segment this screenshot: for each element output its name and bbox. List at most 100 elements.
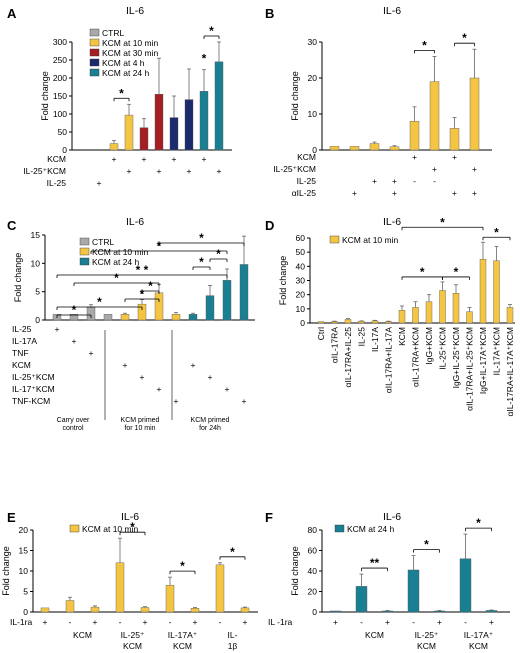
bar bbox=[493, 260, 500, 324]
row-label: IL-17A bbox=[12, 336, 37, 346]
row-label: IL-25 bbox=[47, 178, 67, 188]
y-tick-label: 10 bbox=[308, 109, 318, 119]
y-tick-label: 40 bbox=[296, 261, 306, 271]
panel-title: IL-6 bbox=[383, 511, 401, 523]
bar bbox=[215, 564, 225, 613]
row-sign: + bbox=[385, 617, 390, 627]
bar bbox=[358, 321, 365, 324]
row-label: IL-25⁺KCM bbox=[273, 164, 316, 174]
row-label: KCM bbox=[12, 360, 31, 370]
bar bbox=[86, 306, 96, 321]
row-sign: + bbox=[140, 372, 145, 382]
row-label: KCM bbox=[47, 154, 66, 164]
bar bbox=[452, 293, 460, 324]
panel-title: IL-6 bbox=[383, 5, 401, 17]
row-sign: + bbox=[333, 617, 338, 627]
row-sign: + bbox=[55, 324, 60, 334]
category-label: Ctrl bbox=[316, 327, 326, 340]
y-tick-label: 100 bbox=[53, 109, 67, 119]
bar bbox=[409, 120, 420, 151]
legend-label: KCM at 30 min bbox=[102, 48, 158, 58]
bar bbox=[169, 117, 179, 151]
y-tick-label: 0 bbox=[62, 145, 67, 155]
bar bbox=[459, 558, 472, 613]
bar bbox=[317, 321, 325, 324]
bar bbox=[329, 146, 340, 151]
row-sign: + bbox=[472, 188, 477, 198]
y-tick-label: 50 bbox=[296, 247, 306, 257]
category-label: αIL-17RA+IL-17A bbox=[384, 327, 394, 393]
bar bbox=[165, 585, 175, 613]
sig-star: * bbox=[209, 24, 214, 38]
row-sign: - bbox=[69, 617, 72, 627]
row-sign: + bbox=[93, 617, 98, 627]
row-label: IL-17⁺KCM bbox=[12, 384, 55, 394]
category-label: αIL-17RA+IL-25⁺KCM bbox=[465, 327, 475, 411]
legend-swatch bbox=[89, 48, 100, 57]
group-label: Carry over control bbox=[57, 417, 90, 432]
bar bbox=[433, 610, 446, 613]
panel-title: IL-6 bbox=[121, 511, 139, 523]
panel-D: D IL-6 0 10 20 30 40 50 60 Fold change KCM at 10 m… bbox=[265, 215, 515, 416]
row-sign: + bbox=[243, 617, 248, 627]
row-sign: + bbox=[202, 154, 207, 164]
row-sign: + bbox=[143, 617, 148, 627]
sig-star: * bbox=[97, 295, 102, 309]
bar bbox=[485, 610, 498, 613]
bar bbox=[139, 127, 149, 151]
row-label: IL-1ra bbox=[10, 617, 32, 627]
group-label: IL-1β bbox=[228, 630, 238, 651]
legend-swatch bbox=[89, 38, 100, 47]
legend-label: KCM at 24 h bbox=[102, 68, 150, 78]
row-sign: + bbox=[127, 166, 132, 176]
bar bbox=[429, 81, 440, 151]
y-tick-label: 0 bbox=[23, 607, 28, 617]
panel-label: E bbox=[7, 510, 16, 525]
category-label: IL-17A bbox=[370, 327, 380, 352]
y-tick-label: 10 bbox=[296, 304, 306, 314]
y-tick-label: 20 bbox=[308, 587, 318, 597]
bar bbox=[479, 259, 487, 324]
legend-swatch bbox=[89, 68, 100, 77]
bar bbox=[90, 606, 100, 613]
y-tick-label: 5 bbox=[23, 587, 28, 597]
bar bbox=[69, 314, 79, 321]
bar bbox=[407, 569, 420, 613]
bar bbox=[65, 600, 75, 613]
row-label: IL-25 bbox=[297, 176, 317, 186]
category-label: IgG+IL-17A⁺KCM bbox=[478, 327, 488, 394]
row-sign: + bbox=[172, 154, 177, 164]
row-sign: + bbox=[187, 166, 192, 176]
y-tick-label: 0 bbox=[35, 315, 40, 325]
y-tick-label: 10 bbox=[31, 258, 41, 268]
sig-star: * bbox=[462, 31, 467, 45]
row-sign: + bbox=[43, 617, 48, 627]
panel-label: B bbox=[265, 6, 274, 21]
bar bbox=[103, 314, 113, 321]
sig-star: * * bbox=[136, 263, 149, 277]
bar bbox=[240, 607, 250, 613]
y-tick-label: 300 bbox=[53, 37, 67, 47]
legend-swatch bbox=[79, 257, 90, 266]
row-sign: + bbox=[452, 188, 457, 198]
panel-title: IL-6 bbox=[383, 216, 401, 228]
sig-star: * bbox=[440, 215, 445, 229]
row-sign: + bbox=[97, 178, 102, 188]
row-sign: + bbox=[352, 188, 357, 198]
row-sign: + bbox=[89, 348, 94, 358]
group-label: IL-25⁺ KCM bbox=[415, 630, 439, 651]
y-tick-label: 10 bbox=[19, 566, 29, 576]
y-tick-label: 40 bbox=[308, 566, 318, 576]
group-label: KCM primed for 24h bbox=[191, 417, 230, 432]
bar bbox=[425, 301, 433, 324]
bar bbox=[369, 143, 380, 151]
bar bbox=[184, 99, 194, 151]
sig-star: ** bbox=[370, 556, 380, 570]
bar bbox=[40, 607, 50, 613]
y-tick-label: 60 bbox=[308, 546, 318, 556]
legend-label: KCM at 24 h bbox=[92, 257, 140, 267]
bar bbox=[222, 280, 232, 321]
panel-label: C bbox=[7, 218, 17, 233]
